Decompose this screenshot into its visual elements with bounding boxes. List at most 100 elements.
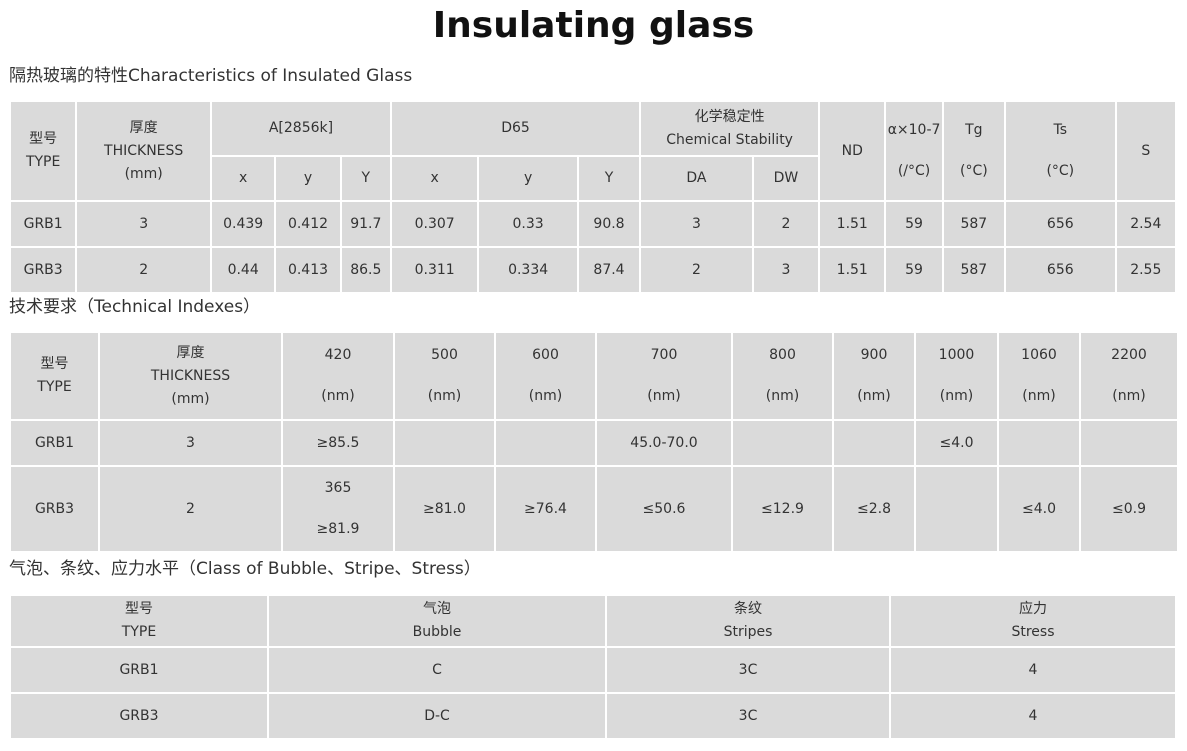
header-wavelength-600: 600 (nm) [496, 333, 595, 419]
header-wavelength-900: 900 (nm) [834, 333, 914, 419]
cell-700: ≤50.6 [597, 467, 731, 551]
cell-800 [733, 421, 832, 465]
header-alpha-label: α×10-7 [887, 122, 941, 138]
wavelength-label: 900 [860, 347, 888, 363]
header-d-x: x [391, 157, 478, 200]
header-thickness: 厚度 THICKNESS (mm) [100, 333, 281, 419]
header-type: 型号 TYPE [11, 102, 76, 200]
page-title: Insulating glass [432, 5, 755, 46]
wavelength-label: 1000 [938, 347, 975, 363]
header-thickness-unit: (mm) [124, 165, 163, 182]
header-bubble-en: Bubble [412, 624, 462, 640]
bubble-header-row: 型号 TYPE 气泡 Bubble 条纹 Stripes 应力 Stress [11, 596, 1175, 646]
header-type-cn: 型号 [125, 601, 153, 617]
cell-type: GRB1 [11, 421, 98, 465]
cell-ts: 656 [1006, 202, 1115, 246]
header-type-cn: 型号 [29, 131, 58, 147]
cell-type: GRB1 [11, 202, 76, 246]
cell-420-bottom: ≥81.9 [316, 521, 360, 537]
wavelength-unit: (nm) [427, 388, 462, 404]
table-row: GRB1 3 ≥85.5 45.0-70.0 ≤4.0 [11, 421, 1177, 465]
wavelength-label: 700 [650, 347, 678, 363]
wavelength-unit: (nm) [1112, 388, 1146, 404]
header-d-Y: Y [578, 157, 640, 200]
cell-type: GRB3 [11, 248, 76, 292]
cell-bubble: C [269, 648, 605, 692]
cell-thickness: 3 [100, 421, 281, 465]
header-thickness-en: THICKNESS [104, 142, 184, 159]
cell-a-x: 0.439 [212, 202, 275, 246]
wavelength-label: 420 [324, 347, 352, 363]
header-d-y: y [479, 157, 577, 200]
header-wavelength-700: 700 (nm) [597, 333, 731, 419]
cell-stripes: 3C [607, 648, 889, 692]
header-wavelength-800: 800 (nm) [733, 333, 832, 419]
cell-s: 2.54 [1116, 202, 1175, 246]
technical-table: 型号 TYPE 厚度 THICKNESS (mm) 420 (nm) 500 (… [9, 331, 1179, 553]
characteristics-heading: 隔热玻璃的特性Characteristics of Insulated Glas… [9, 66, 413, 86]
cell-1060: ≤4.0 [999, 467, 1079, 551]
cell-d-Y: 90.8 [578, 202, 640, 246]
header-ts-unit: (°C) [1046, 163, 1075, 179]
table-row: GRB3 D-C 3C 4 [11, 694, 1175, 738]
cell-2200: ≤0.9 [1081, 467, 1177, 551]
header-a-y: y [276, 157, 340, 200]
cell-d-y: 0.334 [479, 248, 577, 292]
header-wavelength-420: 420 (nm) [283, 333, 393, 419]
cell-900: ≤2.8 [834, 467, 914, 551]
header-type-cn: 型号 [40, 356, 69, 372]
technical-header-row: 型号 TYPE 厚度 THICKNESS (mm) 420 (nm) 500 (… [11, 333, 1177, 419]
cell-900 [834, 421, 914, 465]
header-a-x: x [212, 157, 275, 200]
cell-thickness: 3 [77, 202, 211, 246]
wavelength-unit: (nm) [647, 388, 681, 404]
cell-a-x: 0.44 [212, 248, 275, 292]
header-type-en: TYPE [25, 154, 61, 170]
header-stripes-en: Stripes [723, 624, 773, 640]
wavelength-unit: (nm) [765, 388, 800, 404]
header-wavelength-2200: 2200 (nm) [1081, 333, 1177, 419]
header-chem-cn: 化学稳定性 [694, 108, 765, 125]
table-row: GRB3 2 365 ≥81.9 ≥81.0 ≥76.4 ≤50.6 ≤12.9… [11, 467, 1177, 551]
header-wavelength-1060: 1060 (nm) [999, 333, 1079, 419]
header-type: 型号 TYPE [11, 596, 267, 646]
cell-a-y: 0.413 [276, 248, 340, 292]
cell-da: 2 [641, 248, 752, 292]
header-thickness-unit: (mm) [171, 390, 210, 407]
header-stress: 应力 Stress [891, 596, 1175, 646]
wavelength-label: 600 [532, 347, 559, 363]
characteristics-header-row: 型号 TYPE 厚度 THICKNESS (mm) A[2856k] D65 化… [11, 102, 1175, 200]
cell-da: 3 [641, 202, 752, 246]
cell-d-Y: 87.4 [578, 248, 640, 292]
header-tg-unit: (°C) [960, 163, 988, 179]
cell-bubble: D-C [269, 694, 605, 738]
header-stripes-cn: 条纹 [734, 601, 762, 617]
cell-dw: 3 [753, 248, 819, 292]
cell-nd: 1.51 [820, 248, 885, 292]
header-chem-en: Chemical Stability [666, 131, 793, 148]
header-tg: Tg (°C) [943, 102, 1005, 200]
cell-stripes: 3C [607, 694, 889, 738]
header-chemical-stability: 化学稳定性 Chemical Stability [641, 102, 819, 155]
header-type-en: TYPE [37, 379, 72, 395]
cell-420: 365 ≥81.9 [283, 467, 393, 551]
cell-800: ≤12.9 [733, 467, 832, 551]
table-row: GRB1 3 0.439 0.412 91.7 0.307 0.33 90.8 … [11, 202, 1175, 246]
wavelength-label: 1060 [1021, 347, 1057, 363]
header-stripes: 条纹 Stripes [607, 596, 889, 646]
wavelength-label: 800 [769, 347, 796, 363]
cell-1000: ≤4.0 [916, 421, 997, 465]
header-thickness: 厚度 THICKNESS (mm) [77, 102, 211, 200]
header-thickness-en: THICKNESS [150, 367, 231, 384]
cell-type: GRB3 [11, 467, 98, 551]
header-nd: ND [820, 102, 885, 200]
header-wavelength-1000: 1000 (nm) [916, 333, 997, 419]
header-a2856k: A[2856k] [212, 102, 390, 155]
cell-1060 [999, 421, 1079, 465]
cell-dw: 2 [753, 202, 819, 246]
wavelength-label: 500 [431, 347, 458, 363]
wavelength-unit: (nm) [528, 388, 563, 404]
wavelength-unit: (nm) [857, 388, 891, 404]
header-da: DA [641, 157, 752, 200]
header-stress-cn: 应力 [1019, 601, 1047, 617]
